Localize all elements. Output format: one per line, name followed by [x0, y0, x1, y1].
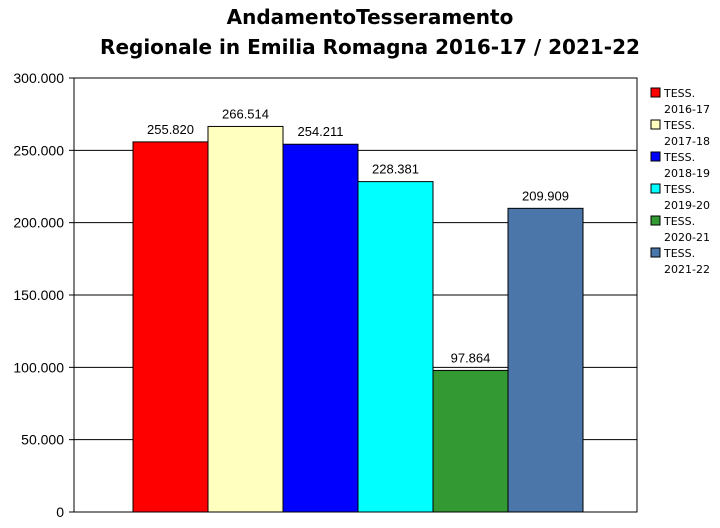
y-tick-label: 250.000 [13, 142, 64, 158]
y-tick-label: 0 [56, 504, 64, 520]
bar-2017-18 [207, 125, 284, 513]
data-label: 209.909 [522, 188, 569, 203]
chart-title-line1: AndamentoTesseramento [227, 5, 514, 29]
y-tick-label: 100.000 [13, 359, 64, 375]
legend-label-line1: TESS. [663, 215, 695, 228]
legend-label-line2: 2017-18 [664, 135, 710, 148]
y-tick-label: 50.000 [21, 432, 64, 448]
legend-swatch [650, 183, 661, 194]
legend-swatch [650, 151, 661, 162]
data-label: 228.381 [372, 162, 419, 177]
bar-2021-22 [507, 207, 584, 513]
legend-swatch [650, 87, 661, 98]
data-label: 97.864 [451, 350, 491, 365]
legend-label-line1: TESS. [663, 119, 695, 132]
legend-swatch [650, 119, 661, 130]
plot-frame [73, 77, 638, 513]
legend-swatch [650, 247, 661, 258]
bar-2016-17 [132, 141, 209, 513]
bar-2019-20 [357, 181, 434, 513]
bar-2020-21 [432, 369, 509, 513]
data-label: 254.211 [297, 124, 343, 139]
plot-area: 0 50.000 100.000 150.000 200.000 250.000 300.0… [13, 70, 638, 520]
legend-label-line1: TESS. [663, 183, 695, 196]
legend-label-line2: 2020-21 [664, 231, 710, 244]
y-tick-label: 150.000 [13, 287, 64, 303]
legend-swatch [650, 215, 661, 226]
legend-label-line2: 2016-17 [664, 103, 710, 116]
legend-label-line2: 2019-20 [664, 199, 710, 212]
legend-label-line2: 2018-19 [664, 167, 710, 180]
legend-label-line1: TESS. [663, 247, 695, 260]
legend-label-line2: 2021-22 [664, 263, 710, 276]
legend-label-line1: TESS. [663, 87, 695, 100]
bar-2018-19 [282, 143, 359, 513]
y-tick-label: 200.000 [13, 215, 64, 231]
data-label: 255.820 [147, 122, 194, 137]
legend: TESS. 2016-17 TESS. 2017-18 TESS. 2018-19 TESS… [650, 87, 710, 276]
y-tick-label: 300.000 [13, 70, 64, 86]
data-label: 266.514 [222, 106, 269, 121]
chart-title-line2: Regionale in Emilia Romagna 2016-17 / 20… [100, 35, 640, 59]
legend-label-line1: TESS. [663, 151, 695, 164]
